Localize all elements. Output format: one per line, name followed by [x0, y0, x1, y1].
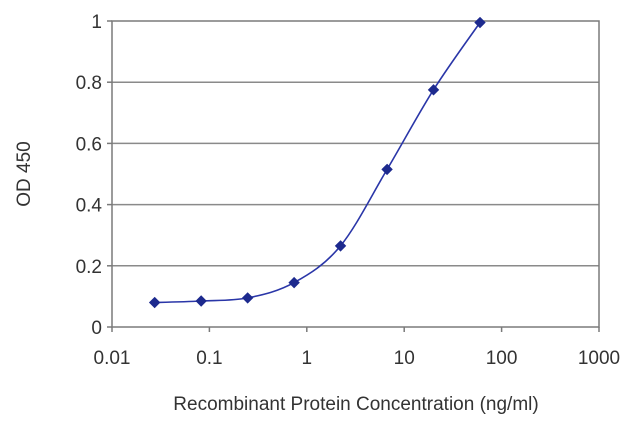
- plot-frame: [111, 20, 600, 328]
- data-point: [334, 240, 347, 252]
- data-point: [195, 295, 207, 307]
- data-point: [427, 84, 440, 96]
- series-layer: [148, 16, 486, 309]
- data-point: [381, 163, 393, 176]
- y-tick-label: 1: [91, 12, 102, 33]
- y-tick-label: 0: [91, 318, 102, 339]
- grid-lines: [112, 81, 599, 267]
- data-point: [474, 16, 486, 29]
- x-axis-ticks: 0.01 0.1 1 10 100 1000: [94, 327, 620, 369]
- data-point: [241, 292, 254, 304]
- y-tick-label: 0.8: [76, 73, 102, 94]
- plot-background: [112, 21, 599, 327]
- x-tick-label: 0.01: [94, 348, 131, 369]
- data-point: [288, 276, 300, 289]
- x-tick-label: 1000: [578, 348, 620, 369]
- x-tick-label: 100: [486, 348, 518, 369]
- x-tick-label: 10: [394, 348, 415, 369]
- x-tick-label: 0.1: [196, 348, 222, 369]
- y-tick-label: 0.6: [76, 134, 102, 155]
- y-tick-label: 0.4: [76, 196, 103, 217]
- data-point: [148, 296, 161, 309]
- y-tick-label: 0.2: [76, 257, 102, 278]
- x-tick-label: 1: [302, 348, 313, 369]
- x-axis-title: Recombinant Protein Concentration (ng/ml…: [173, 394, 538, 415]
- y-axis-title: OD 450: [14, 141, 35, 206]
- y-axis-ticks: 0 0.2 0.4 0.6 0.8 1: [76, 12, 112, 339]
